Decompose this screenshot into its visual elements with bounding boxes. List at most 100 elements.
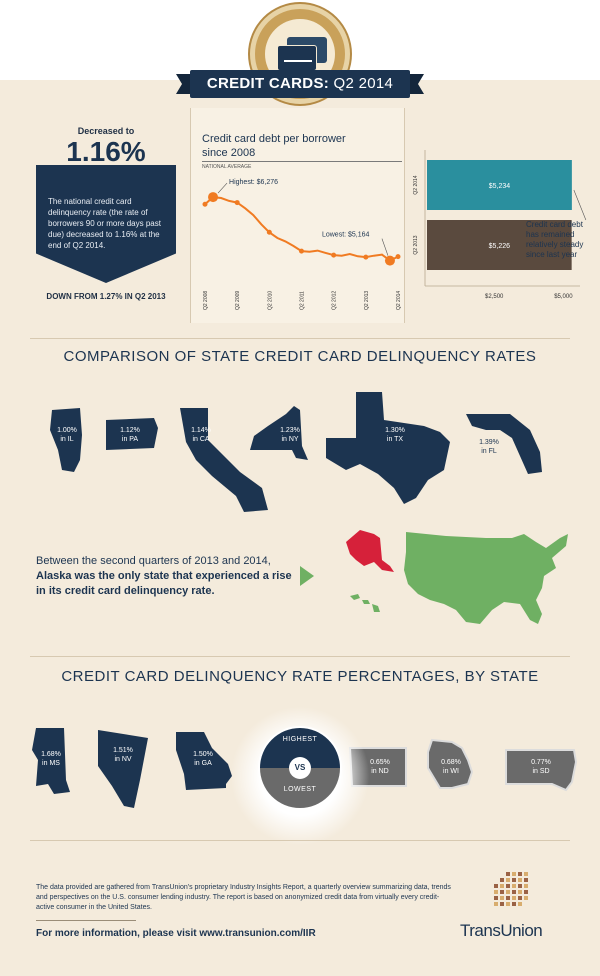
- highest-point: [208, 192, 219, 203]
- logo-dot: [524, 878, 528, 882]
- logo-dot: [524, 890, 528, 894]
- highest-label: Highest: $6,276: [229, 179, 278, 186]
- us-map: [346, 530, 568, 624]
- logo-dot: [518, 872, 522, 876]
- state-ga-label: 1.50% in GA: [193, 751, 213, 767]
- state-ms-label: 1.68% in MS: [41, 751, 61, 767]
- state-wi: [427, 738, 474, 789]
- state-fl-label: 1.39% in FL: [479, 439, 499, 455]
- alaska-shape: [346, 530, 394, 572]
- title-bold: CREDIT CARDS:: [206, 75, 330, 92]
- logo-dot: [506, 902, 510, 906]
- x-tick-label: Q2 2011: [300, 291, 306, 310]
- debt-point: [202, 201, 208, 207]
- state-ca-label: 1.14% in CA: [191, 427, 211, 443]
- logo-dot: [506, 878, 510, 882]
- alaska-text: Between the second quarters of 2013 and …: [36, 554, 296, 599]
- logo-dot: [506, 896, 510, 900]
- lower48-shape: [404, 532, 568, 624]
- debt-chart-title-line1: Credit card debt per borrower: [202, 133, 346, 145]
- state-sd: [505, 749, 578, 792]
- debt-chart-panel: [190, 108, 405, 323]
- debt-point: [299, 248, 304, 254]
- bar-category-label: Q2 2013: [413, 235, 419, 254]
- national-rate: 1.16%: [66, 136, 146, 167]
- debt-point: [234, 200, 240, 206]
- down-from-label: DOWN FROM 1.27% IN Q2 2013: [46, 292, 166, 301]
- alaska-text-bold: Alaska was the only state that experienc…: [36, 570, 292, 597]
- x-tick-label: Q2 2009: [235, 291, 241, 310]
- debt-bar-chart: $5,234 Q2 2014 $5,226 Q2 2013 $2,500 $5,000: [413, 150, 587, 300]
- divider: [30, 338, 570, 339]
- state-ny-label: 1.23% in NY: [280, 427, 300, 443]
- comparison-title: COMPARISON OF STATE CREDIT CARD DELINQUE…: [63, 348, 537, 365]
- logo-dot: [494, 902, 498, 906]
- logo-dot: [494, 896, 498, 900]
- footer-rule: [36, 920, 136, 921]
- bar-value-label: $5,234: [489, 183, 511, 190]
- lowest-label: LOWEST: [283, 786, 317, 793]
- transunion-logo-mark-icon: [494, 872, 528, 906]
- bar: [427, 160, 572, 210]
- state-fl: [466, 414, 542, 474]
- logo-dot: [500, 884, 504, 888]
- by-state-title: CREDIT CARD DELINQUENCY RATE PERCENTAGES…: [61, 668, 539, 685]
- state-nd-label: 0.65% in ND: [370, 759, 390, 775]
- bar-value-label: $5,226: [489, 243, 511, 250]
- debt-point: [266, 229, 272, 235]
- logo-dot: [494, 884, 498, 888]
- state-il: [50, 408, 82, 472]
- x-tick-label: Q2 2013: [364, 291, 370, 310]
- state-ny: [250, 406, 308, 460]
- rate-description: The national credit card delinquency rat…: [48, 197, 161, 250]
- comparison-states-map: [50, 392, 542, 512]
- debt-point: [395, 254, 401, 260]
- x-tick-label: Q2 2010: [267, 291, 273, 310]
- logo-dot: [512, 896, 516, 900]
- state-pa-label: 1.12% in PA: [120, 427, 140, 443]
- state-ga: [176, 732, 232, 790]
- lowest-label: Lowest: $5,164: [322, 232, 370, 239]
- logo-dot: [512, 902, 516, 906]
- more-info-link[interactable]: For more information, please visit www.t…: [36, 928, 316, 939]
- logo-dot: [500, 896, 504, 900]
- logo-dot: [512, 878, 516, 882]
- state-nv-label: 1.51% in NV: [113, 747, 133, 763]
- logo-dot: [500, 890, 504, 894]
- logo-dot: [506, 890, 510, 894]
- x-tick-label: Q2 2014: [396, 291, 402, 310]
- logo-dot: [500, 902, 504, 906]
- debt-chart-title-line2: since 2008: [202, 147, 256, 159]
- state-wi-label: 0.68% in WI: [441, 759, 461, 775]
- logo-dot: [518, 890, 522, 894]
- decreased-label: Decreased to: [77, 126, 135, 136]
- lowest-point: [384, 255, 395, 266]
- logo-dot: [518, 902, 522, 906]
- debt-chart-title: Credit card debt per borrower since 2008: [202, 132, 392, 160]
- logo-dot: [524, 896, 528, 900]
- bar-x-tick: $2,500: [485, 294, 504, 300]
- vs-badge: VS: [289, 757, 311, 779]
- state-pa: [106, 418, 158, 450]
- logo-dot: [512, 884, 516, 888]
- state-nv: [98, 730, 148, 808]
- bar: [427, 220, 572, 270]
- logo-dot: [512, 872, 516, 876]
- logo-dot: [518, 884, 522, 888]
- state-ms: [32, 728, 70, 794]
- logo-dot: [518, 896, 522, 900]
- chart-rule: [202, 161, 402, 162]
- logo-dot: [518, 878, 522, 882]
- title-light: Q2 2014: [333, 75, 394, 92]
- alaska-text-plain: Between the second quarters of 2013 and …: [36, 555, 271, 567]
- logo-dot: [506, 884, 510, 888]
- debt-chart-subtitle: NATIONAL AVERAGE: [202, 164, 252, 170]
- logo-dot: [506, 872, 510, 876]
- x-tick-label: Q2 2008: [203, 291, 209, 310]
- transunion-logo: TransUnion: [460, 921, 543, 940]
- arrow-right-icon: [300, 566, 314, 586]
- credit-card-front-icon: [277, 45, 317, 71]
- footer-text: The data provided are gathered from Tran…: [36, 884, 451, 911]
- logo-dot: [494, 890, 498, 894]
- state-sd-label: 0.77% in SD: [531, 759, 551, 775]
